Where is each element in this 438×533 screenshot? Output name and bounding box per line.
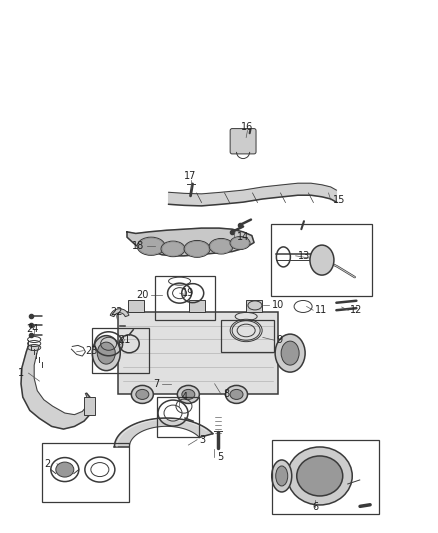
Polygon shape <box>127 228 254 256</box>
Bar <box>157 397 199 437</box>
Text: 15: 15 <box>333 195 345 205</box>
Text: 17: 17 <box>184 171 197 181</box>
Text: 22: 22 <box>110 307 122 317</box>
Text: 11: 11 <box>315 305 328 315</box>
Bar <box>155 276 215 320</box>
Text: 10: 10 <box>272 301 284 310</box>
Ellipse shape <box>56 462 74 477</box>
Ellipse shape <box>182 390 195 399</box>
Text: 9: 9 <box>276 335 282 345</box>
Ellipse shape <box>281 341 299 365</box>
Polygon shape <box>114 418 213 447</box>
Text: 6: 6 <box>312 503 318 512</box>
Ellipse shape <box>230 237 250 249</box>
Ellipse shape <box>230 390 243 399</box>
Ellipse shape <box>287 447 352 505</box>
Text: 16: 16 <box>241 122 254 132</box>
Ellipse shape <box>210 239 232 253</box>
Ellipse shape <box>185 241 209 256</box>
Ellipse shape <box>209 238 233 254</box>
Bar <box>272 440 379 514</box>
Bar <box>128 300 144 312</box>
Bar <box>42 443 129 502</box>
Text: 8: 8 <box>223 390 230 399</box>
Polygon shape <box>21 345 92 429</box>
Ellipse shape <box>275 334 305 372</box>
Bar <box>118 312 278 394</box>
Text: 19: 19 <box>182 288 194 298</box>
Text: 18: 18 <box>132 241 145 251</box>
Bar <box>271 224 372 296</box>
Text: 12: 12 <box>350 305 363 315</box>
Ellipse shape <box>131 385 153 403</box>
Text: 4: 4 <box>182 392 188 402</box>
Text: 7: 7 <box>154 379 160 389</box>
Ellipse shape <box>137 237 165 255</box>
Text: 14: 14 <box>237 232 249 242</box>
Text: 20: 20 <box>137 290 149 300</box>
Text: 23: 23 <box>85 346 98 356</box>
Ellipse shape <box>92 336 120 370</box>
Ellipse shape <box>162 242 184 256</box>
Ellipse shape <box>97 342 115 364</box>
Ellipse shape <box>297 456 343 496</box>
FancyBboxPatch shape <box>230 128 256 154</box>
Ellipse shape <box>177 385 199 403</box>
Text: 3: 3 <box>199 435 205 445</box>
Text: 21: 21 <box>119 335 131 344</box>
Text: 24: 24 <box>27 325 39 334</box>
Text: 1: 1 <box>18 368 24 378</box>
Ellipse shape <box>231 237 249 249</box>
Ellipse shape <box>310 245 334 275</box>
Ellipse shape <box>161 241 185 257</box>
Ellipse shape <box>138 238 164 254</box>
Bar <box>92 328 149 373</box>
Bar <box>189 300 205 312</box>
Wedge shape <box>110 309 129 317</box>
Ellipse shape <box>272 460 292 492</box>
Text: 2: 2 <box>44 459 50 469</box>
Ellipse shape <box>276 466 288 486</box>
Bar <box>246 300 262 312</box>
Text: 5: 5 <box>217 453 223 462</box>
Bar <box>84 397 95 415</box>
Text: 13: 13 <box>298 251 310 261</box>
Ellipse shape <box>184 240 210 257</box>
Bar <box>221 320 274 352</box>
Polygon shape <box>169 183 336 206</box>
Ellipse shape <box>226 385 247 403</box>
Ellipse shape <box>136 390 149 399</box>
